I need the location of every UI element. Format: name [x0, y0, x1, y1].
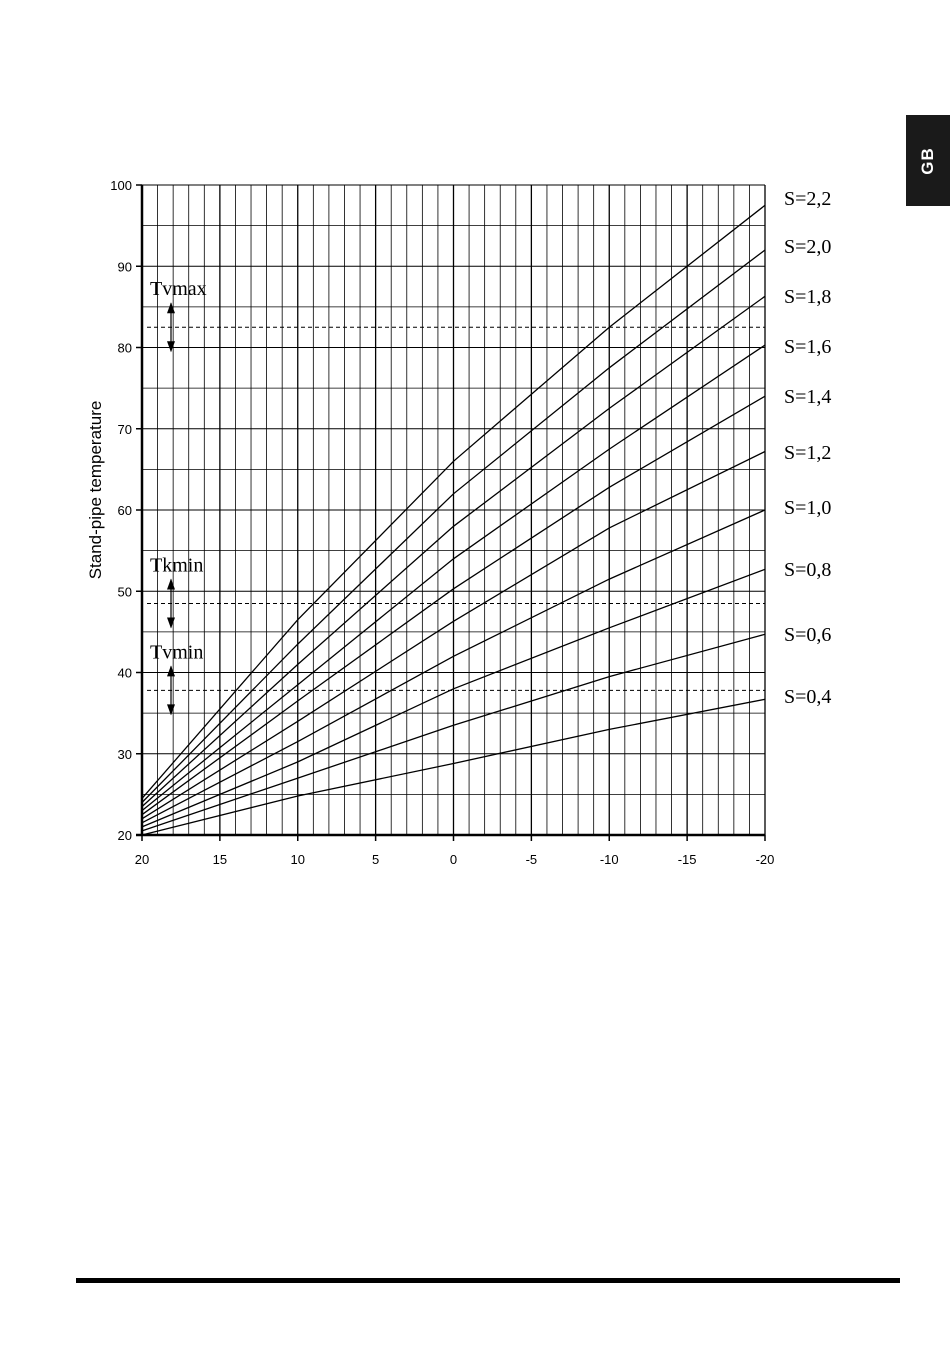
series-line-6 — [141, 509, 766, 824]
series-line-9 — [141, 698, 766, 836]
chart-series — [141, 204, 766, 836]
y-tick-label: 30 — [118, 747, 132, 762]
series-label: S=1,2 — [784, 442, 831, 464]
chart-grid — [141, 184, 766, 836]
y-tick-label: 50 — [118, 584, 132, 599]
series-label: S=1,0 — [784, 497, 831, 519]
reference-lines — [147, 326, 765, 691]
series-line-5 — [141, 450, 766, 820]
series-line-4 — [141, 395, 766, 816]
y-tick-label: 90 — [118, 259, 132, 274]
series-label: S=2,2 — [784, 188, 831, 210]
x-tick-label: -20 — [756, 852, 775, 867]
chart-axes — [136, 184, 766, 841]
x-tick-label: 20 — [135, 852, 149, 867]
x-tick-label: 5 — [372, 852, 379, 867]
series-line-2 — [141, 295, 766, 808]
y-tick-label: 70 — [118, 422, 132, 437]
x-tick-label: 0 — [450, 852, 457, 867]
y-tick-label: 100 — [110, 178, 132, 193]
y-axis-label: Stand-pipe temperature — [86, 401, 105, 580]
arrow-up-icon — [167, 578, 175, 590]
series-line-7 — [141, 568, 766, 828]
x-tick-label: 10 — [291, 852, 305, 867]
y-tick-label: 40 — [118, 666, 132, 681]
arrow-down-icon — [167, 341, 175, 353]
series-line-1 — [141, 249, 766, 803]
x-tick-label: -5 — [526, 852, 538, 867]
x-tick-label: -15 — [678, 852, 697, 867]
x-tick-label: 15 — [213, 852, 227, 867]
y-tick-label: 20 — [118, 828, 132, 843]
footer-rule — [76, 1278, 900, 1283]
y-tick-label: 60 — [118, 503, 132, 518]
series-label: S=2,0 — [784, 236, 831, 258]
series-label: S=0,8 — [784, 559, 831, 581]
series-line-8 — [141, 633, 766, 832]
series-line-0 — [141, 204, 766, 799]
arrow-down-icon — [167, 704, 175, 716]
reference-label-tkmin: Tkmin — [150, 554, 203, 576]
series-label: S=1,4 — [784, 386, 831, 408]
x-tick-label: -10 — [600, 852, 619, 867]
series-line-3 — [141, 344, 766, 812]
reference-label-tvmax: Tvmax — [150, 278, 207, 300]
series-label: S=1,6 — [784, 336, 831, 358]
y-tick-label: 80 — [118, 341, 132, 356]
arrow-up-icon — [167, 302, 175, 314]
arrow-down-icon — [167, 617, 175, 629]
language-tab: GB — [906, 115, 950, 206]
arrow-up-icon — [167, 665, 175, 677]
reference-label-tvmin: Tvmin — [150, 641, 203, 663]
series-label: S=1,8 — [784, 286, 831, 308]
series-label: S=0,4 — [784, 686, 831, 708]
series-label: S=0,6 — [784, 624, 831, 646]
